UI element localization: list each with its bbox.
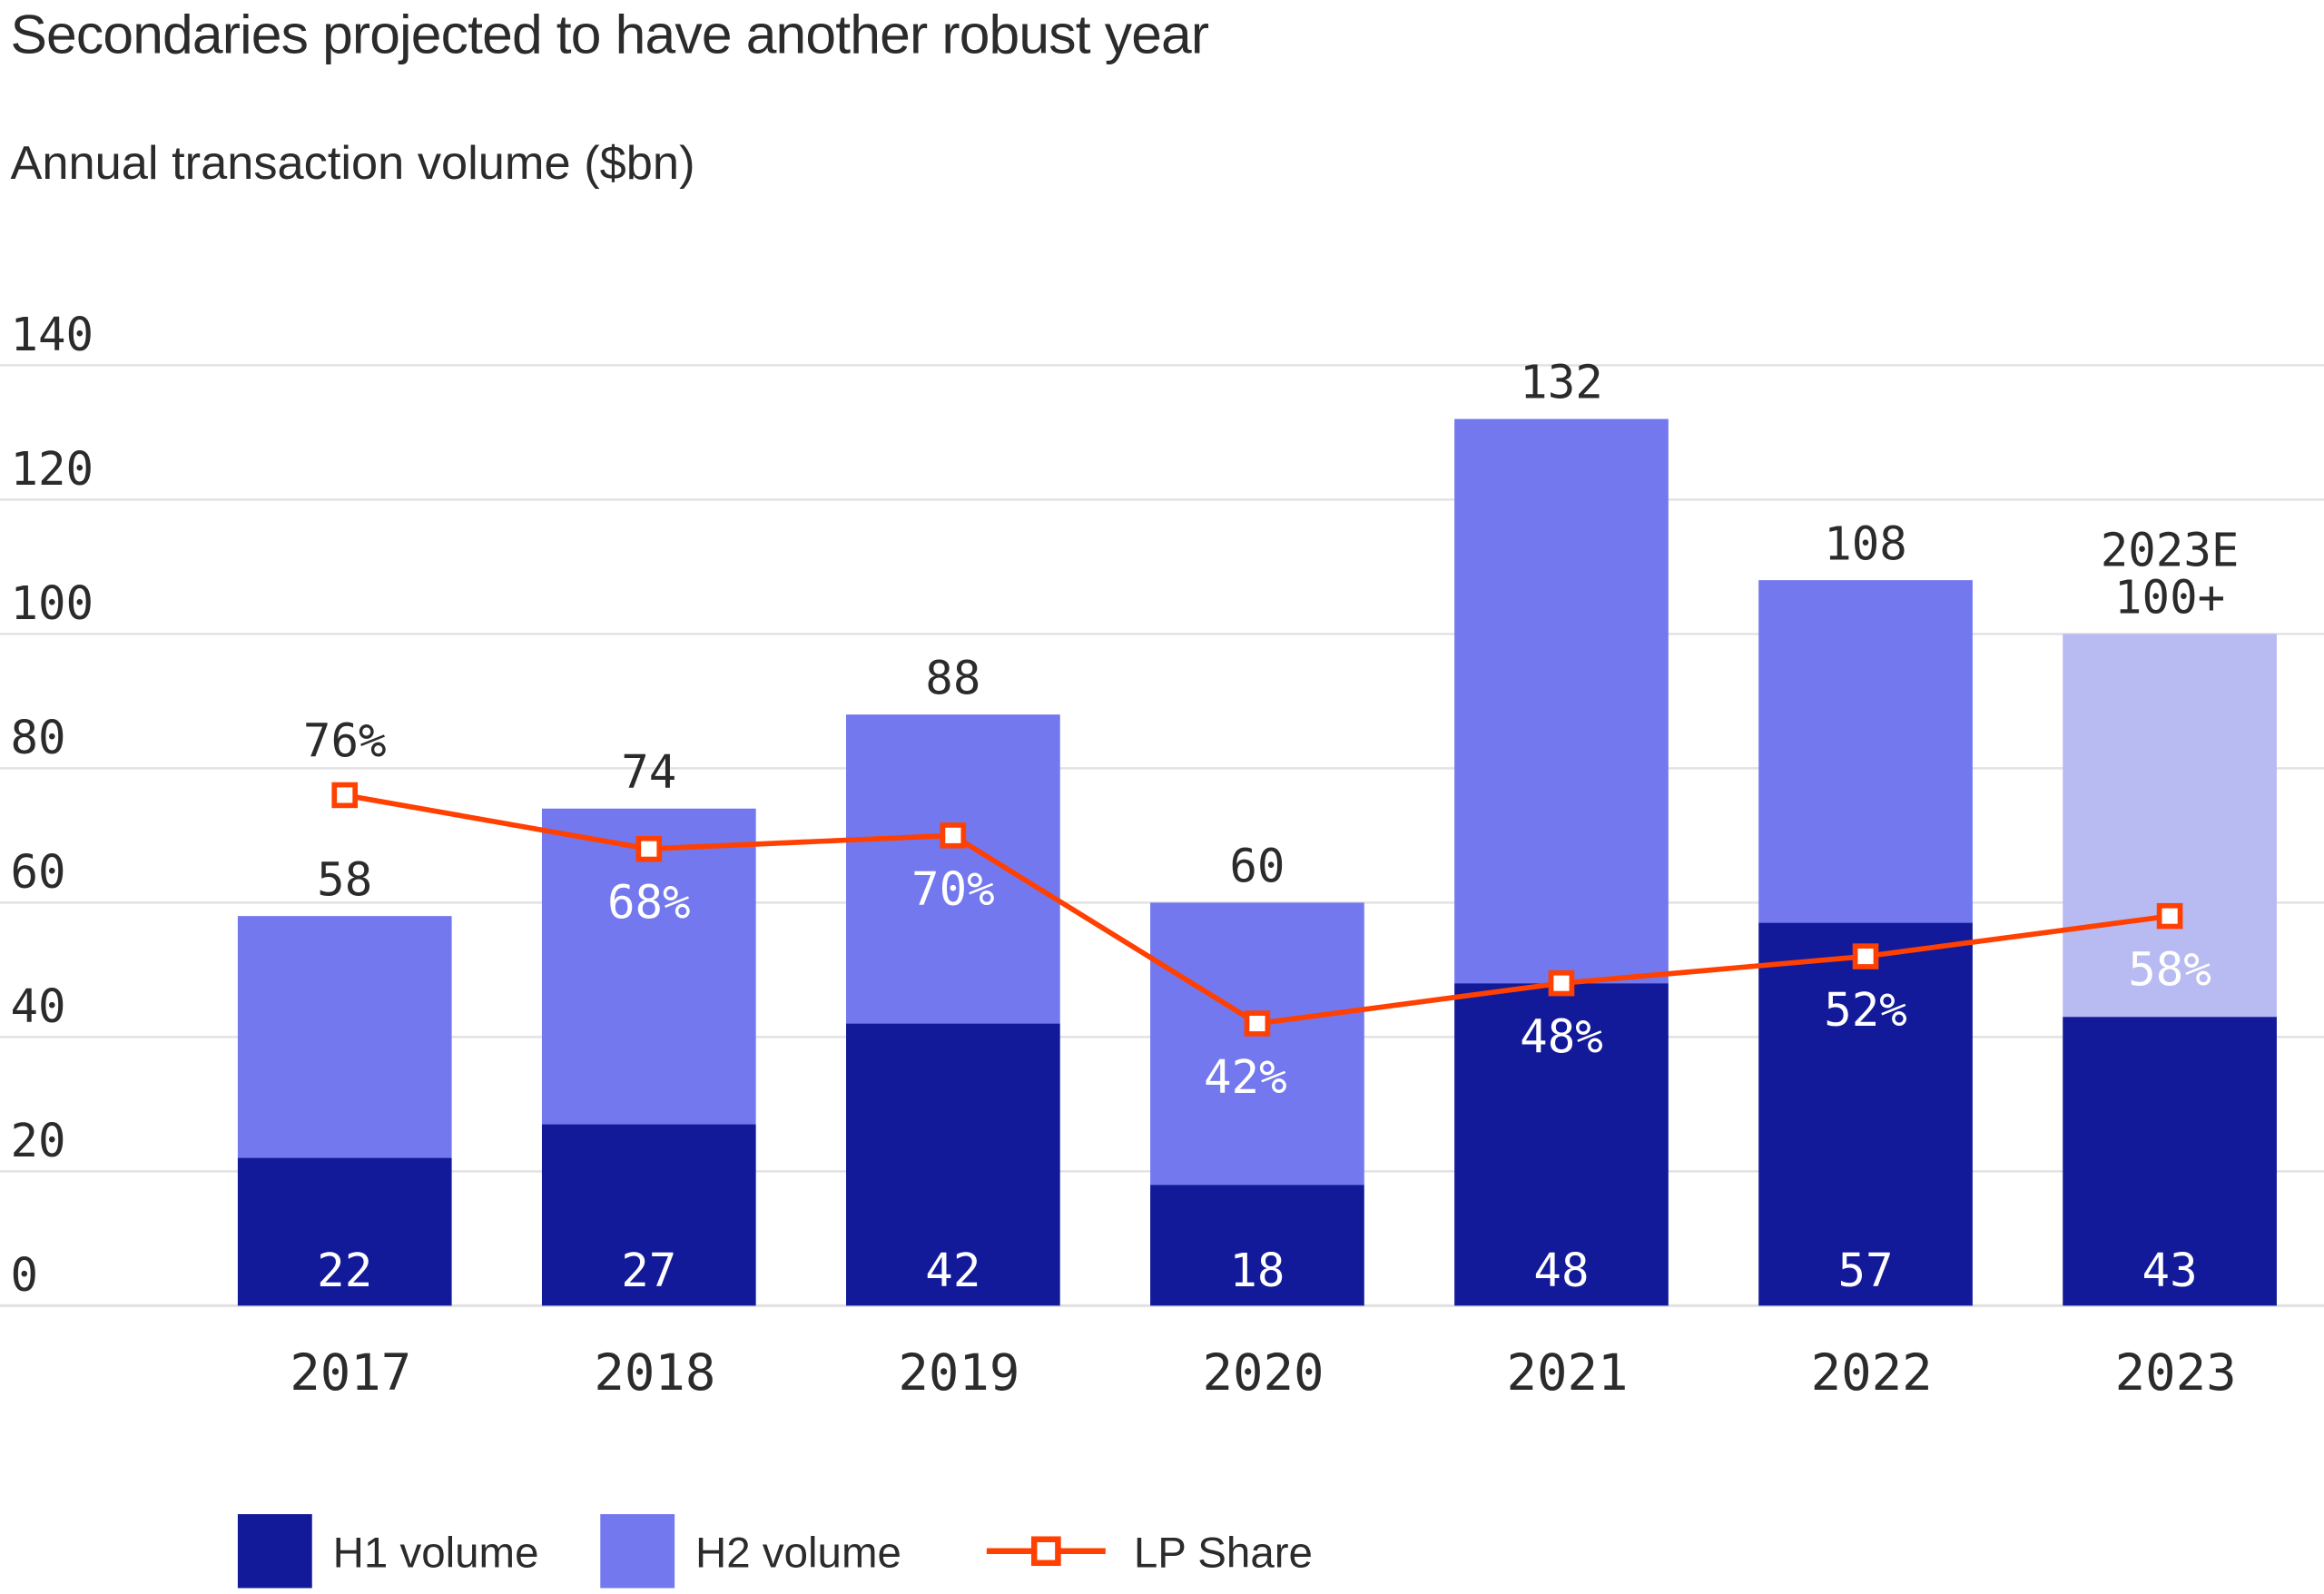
x-tick-label: 2017 (290, 1343, 411, 1402)
y-tick-label: 40 (10, 979, 65, 1033)
legend-label-lp: LP Share (1134, 1530, 1313, 1578)
estimate-label: 2023E (2101, 524, 2240, 577)
x-tick-label: 2018 (594, 1343, 715, 1402)
lp-share-label: 70% (911, 862, 995, 916)
legend-label-h2: H2 volume (695, 1530, 901, 1578)
bar-h2 (846, 714, 1060, 1024)
lp-share-label: 58% (2128, 943, 2211, 997)
total-label: 58 (317, 852, 372, 906)
total-label: 60 (1229, 840, 1285, 893)
total-label: 88 (925, 651, 980, 704)
legend-label-h1: H1 volume (333, 1530, 539, 1578)
y-tick-label: 120 (10, 442, 94, 496)
x-tick-label: 2021 (1507, 1343, 1629, 1402)
chart-subtitle: Annual transaction volume ($bn) (10, 137, 694, 190)
bar-h1 (1758, 922, 1973, 1306)
h1-value-label: 22 (317, 1244, 372, 1297)
h1-value-label: 27 (621, 1244, 676, 1297)
y-tick-label: 20 (10, 1114, 65, 1167)
y-tick-label: 0 (10, 1248, 38, 1302)
x-tick-label: 2020 (1202, 1343, 1324, 1402)
total-label: 74 (621, 745, 676, 799)
h1-value-label: 43 (2142, 1244, 2198, 1297)
h1-value-label: 18 (1229, 1244, 1285, 1297)
total-label: 132 (1520, 356, 1603, 409)
lp-share-label: 68% (607, 876, 691, 930)
legend-swatch-h2 (600, 1514, 675, 1589)
x-tick-label: 2019 (898, 1343, 1019, 1402)
bar-h1 (2063, 1017, 2277, 1306)
bar-h2 (2063, 634, 2277, 1018)
lp-share-label: 48% (1520, 1010, 1603, 1064)
lp-share-marker (331, 782, 359, 809)
x-tick-label: 2022 (1811, 1343, 1933, 1402)
lp-share-marker (635, 835, 663, 862)
bar-h2 (1150, 902, 1364, 1186)
bar-h2 (1454, 418, 1669, 984)
lp-share-marker (1548, 969, 1575, 997)
bar-h1 (237, 1157, 452, 1306)
total-label: 100+ (2114, 571, 2225, 625)
lp-share-marker (940, 822, 967, 849)
chart-title: Secondaries projected to have another ro… (10, 4, 1209, 65)
bar-h2 (237, 916, 452, 1158)
total-label: 108 (1824, 517, 1907, 570)
y-tick-label: 140 (10, 308, 94, 361)
bar-h1 (1150, 1185, 1364, 1306)
y-tick-label: 60 (10, 845, 65, 899)
bar-h1 (846, 1023, 1060, 1306)
y-tick-label: 100 (10, 576, 94, 630)
x-tick-label: 2023 (2115, 1343, 2237, 1402)
lp-share-label: 76% (303, 714, 387, 768)
lp-share-marker (1244, 1010, 1271, 1037)
legend-swatch-h1 (237, 1514, 312, 1589)
lp-share-marker (1852, 943, 1879, 969)
bar-h2 (1758, 580, 1973, 923)
bar-h1 (541, 1124, 756, 1306)
y-tick-label: 80 (10, 711, 65, 764)
h1-value-label: 57 (1837, 1244, 1893, 1297)
legend-marker-lp (1030, 1536, 1061, 1567)
lp-share-label: 52% (1824, 983, 1907, 1037)
h1-value-label: 42 (925, 1244, 980, 1297)
lp-share-label: 42% (1204, 1050, 1287, 1104)
bar-h1 (1454, 983, 1669, 1306)
lp-share-marker (2156, 902, 2183, 930)
legend: H1 volume H2 volume LP Share (237, 1514, 1313, 1589)
h1-value-label: 48 (1533, 1244, 1589, 1297)
